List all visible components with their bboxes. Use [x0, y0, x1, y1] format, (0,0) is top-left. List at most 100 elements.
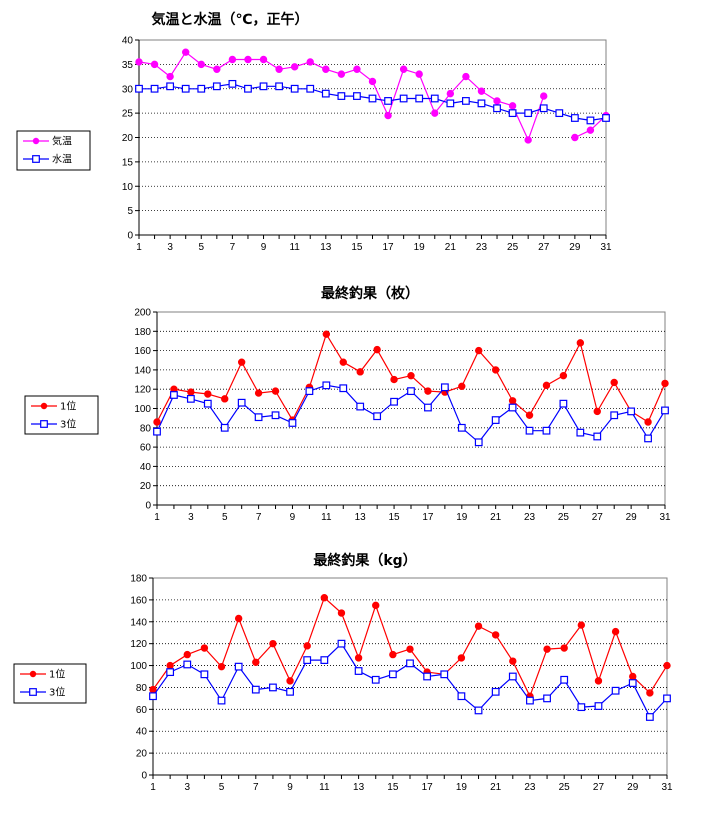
data-point [322, 65, 330, 73]
x-tick-label: 25 [558, 512, 570, 523]
legend-marker [40, 420, 48, 428]
data-point [234, 614, 243, 623]
x-tick-label: 3 [167, 242, 173, 253]
legend-marker [40, 402, 48, 410]
data-point [228, 79, 237, 88]
legend-marker [29, 688, 37, 696]
data-point [183, 650, 191, 659]
x-tick-label: 23 [524, 512, 536, 523]
data-point [221, 395, 229, 403]
data-point [153, 427, 161, 436]
data-point [354, 654, 363, 662]
data-point [356, 368, 364, 376]
y-tick-label: 10 [122, 182, 134, 193]
data-point [135, 58, 143, 66]
y-tick-label: 160 [134, 346, 151, 357]
data-point [286, 687, 294, 696]
y-tick-label: 200 [134, 308, 151, 319]
data-point [244, 84, 252, 93]
data-point [407, 371, 415, 380]
data-point [644, 418, 652, 426]
data-point [197, 84, 206, 93]
data-point [388, 670, 397, 679]
data-point [474, 622, 483, 630]
data-point [663, 694, 671, 703]
data-point [525, 426, 534, 435]
x-tick-label: 21 [445, 242, 457, 253]
data-point [628, 679, 637, 687]
data-point [212, 82, 221, 91]
data-point [577, 621, 586, 629]
data-point [424, 403, 432, 412]
y-tick-label: 180 [130, 574, 147, 585]
data-point [508, 102, 517, 110]
series-2 [135, 79, 610, 125]
data-point [406, 645, 414, 653]
data-point [560, 675, 569, 684]
data-point [474, 438, 483, 447]
data-point [611, 627, 620, 636]
y-tick-label: 180 [134, 327, 151, 338]
data-point [458, 382, 466, 391]
data-point [354, 667, 363, 675]
legend-label: 1位 [49, 668, 65, 681]
data-point [149, 692, 157, 701]
x-tick-label: 25 [507, 242, 519, 253]
x-tick-label: 9 [261, 242, 267, 253]
x-tick-label: 13 [353, 782, 365, 793]
data-point [269, 639, 277, 648]
chart-title: 最終釣果（枚） [321, 285, 419, 302]
legend-marker [32, 137, 40, 145]
data-point [415, 94, 424, 103]
data-point [197, 60, 205, 69]
x-tick-label: 21 [490, 782, 502, 793]
data-point [586, 116, 595, 125]
y-tick-label: 30 [122, 84, 134, 95]
data-point [228, 55, 237, 64]
data-point [373, 345, 381, 354]
x-tick-label: 3 [184, 782, 190, 793]
y-tick-label: 100 [134, 404, 151, 415]
x-tick-label: 29 [627, 782, 639, 793]
data-point [384, 97, 392, 105]
data-point [593, 407, 601, 416]
data-point [457, 423, 466, 432]
x-tick-label: 15 [389, 512, 401, 523]
data-point [475, 346, 483, 355]
y-tick-label: 0 [145, 501, 151, 512]
data-point [508, 397, 517, 405]
data-point [353, 92, 361, 100]
data-point [237, 398, 246, 407]
legend-label: 気温 [52, 135, 72, 148]
data-point [524, 136, 532, 144]
chart-title: 気温と水温（℃，正午） [152, 11, 309, 28]
x-tick-label: 11 [321, 512, 332, 523]
x-tick-label: 1 [154, 512, 160, 523]
data-point [571, 133, 579, 142]
data-point [390, 397, 398, 406]
data-point [446, 89, 455, 98]
data-point [493, 104, 501, 113]
data-point [286, 677, 294, 685]
data-point [337, 639, 346, 648]
data-point [542, 426, 551, 435]
y-tick-label: 20 [140, 481, 152, 492]
data-point [288, 419, 297, 427]
data-point [322, 381, 331, 390]
data-point [540, 92, 548, 100]
y-tick-label: 140 [134, 365, 151, 376]
data-point [166, 668, 175, 677]
plot-area [152, 577, 668, 776]
data-point [586, 126, 595, 134]
data-point [275, 65, 283, 73]
data-point [542, 381, 551, 390]
data-point [555, 109, 564, 118]
y-tick-label: 100 [130, 661, 147, 672]
data-point [389, 650, 397, 659]
data-point [252, 658, 260, 666]
data-point [371, 675, 380, 684]
data-point [150, 60, 159, 69]
data-point [320, 656, 329, 664]
